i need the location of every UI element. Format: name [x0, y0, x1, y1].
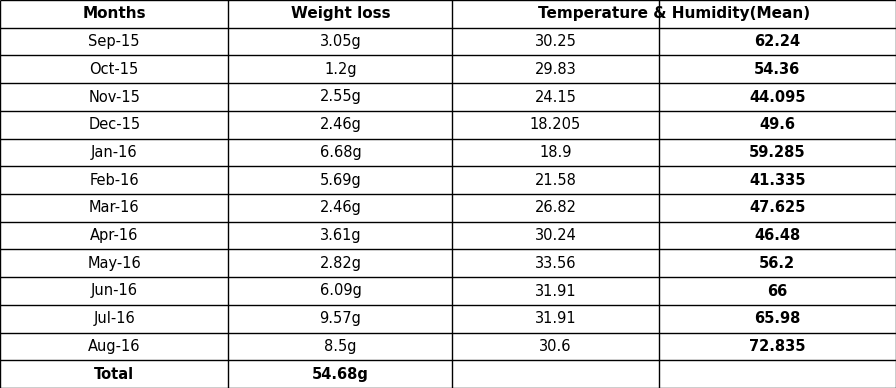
- Text: 44.095: 44.095: [749, 90, 806, 104]
- Text: 47.625: 47.625: [749, 200, 806, 215]
- Text: 41.335: 41.335: [749, 173, 806, 188]
- Text: 24.15: 24.15: [535, 90, 576, 104]
- Text: 2.55g: 2.55g: [320, 90, 361, 104]
- Text: 3.61g: 3.61g: [320, 228, 361, 243]
- Text: 3.05g: 3.05g: [320, 34, 361, 49]
- Text: 66: 66: [767, 284, 788, 298]
- Text: 49.6: 49.6: [759, 117, 796, 132]
- Text: Oct-15: Oct-15: [90, 62, 139, 77]
- Text: 62.24: 62.24: [754, 34, 800, 49]
- Text: 26.82: 26.82: [535, 200, 576, 215]
- Text: 2.82g: 2.82g: [320, 256, 361, 271]
- Text: 6.68g: 6.68g: [320, 145, 361, 160]
- Text: 31.91: 31.91: [535, 284, 576, 298]
- Text: Months: Months: [82, 6, 146, 21]
- Text: Total: Total: [94, 367, 134, 382]
- Text: 54.68g: 54.68g: [312, 367, 369, 382]
- Text: 5.69g: 5.69g: [320, 173, 361, 188]
- Text: 18.205: 18.205: [530, 117, 582, 132]
- Text: May-16: May-16: [88, 256, 141, 271]
- Text: 9.57g: 9.57g: [320, 311, 361, 326]
- Text: Nov-15: Nov-15: [89, 90, 140, 104]
- Text: Mar-16: Mar-16: [89, 200, 140, 215]
- Text: 56.2: 56.2: [759, 256, 796, 271]
- Text: 18.9: 18.9: [539, 145, 572, 160]
- Text: Temperature & Humidity(Mean): Temperature & Humidity(Mean): [538, 6, 810, 21]
- Text: Sep-15: Sep-15: [89, 34, 140, 49]
- Text: Aug-16: Aug-16: [88, 339, 141, 354]
- Text: 54.36: 54.36: [754, 62, 800, 77]
- Text: Jan-16: Jan-16: [90, 145, 138, 160]
- Text: 2.46g: 2.46g: [320, 117, 361, 132]
- Text: Jul-16: Jul-16: [93, 311, 135, 326]
- Text: Apr-16: Apr-16: [90, 228, 138, 243]
- Text: 1.2g: 1.2g: [324, 62, 357, 77]
- Text: 33.56: 33.56: [535, 256, 576, 271]
- Text: Feb-16: Feb-16: [90, 173, 139, 188]
- Text: 65.98: 65.98: [754, 311, 800, 326]
- Text: 21.58: 21.58: [535, 173, 576, 188]
- Text: 30.25: 30.25: [535, 34, 576, 49]
- Text: 29.83: 29.83: [535, 62, 576, 77]
- Text: Dec-15: Dec-15: [88, 117, 141, 132]
- Text: Jun-16: Jun-16: [90, 284, 138, 298]
- Text: 30.24: 30.24: [535, 228, 576, 243]
- Text: 8.5g: 8.5g: [324, 339, 357, 354]
- Text: 31.91: 31.91: [535, 311, 576, 326]
- Text: 2.46g: 2.46g: [320, 200, 361, 215]
- Text: 30.6: 30.6: [539, 339, 572, 354]
- Text: Weight loss: Weight loss: [290, 6, 391, 21]
- Text: 46.48: 46.48: [754, 228, 800, 243]
- Text: 72.835: 72.835: [749, 339, 806, 354]
- Text: 6.09g: 6.09g: [320, 284, 361, 298]
- Text: 59.285: 59.285: [749, 145, 806, 160]
